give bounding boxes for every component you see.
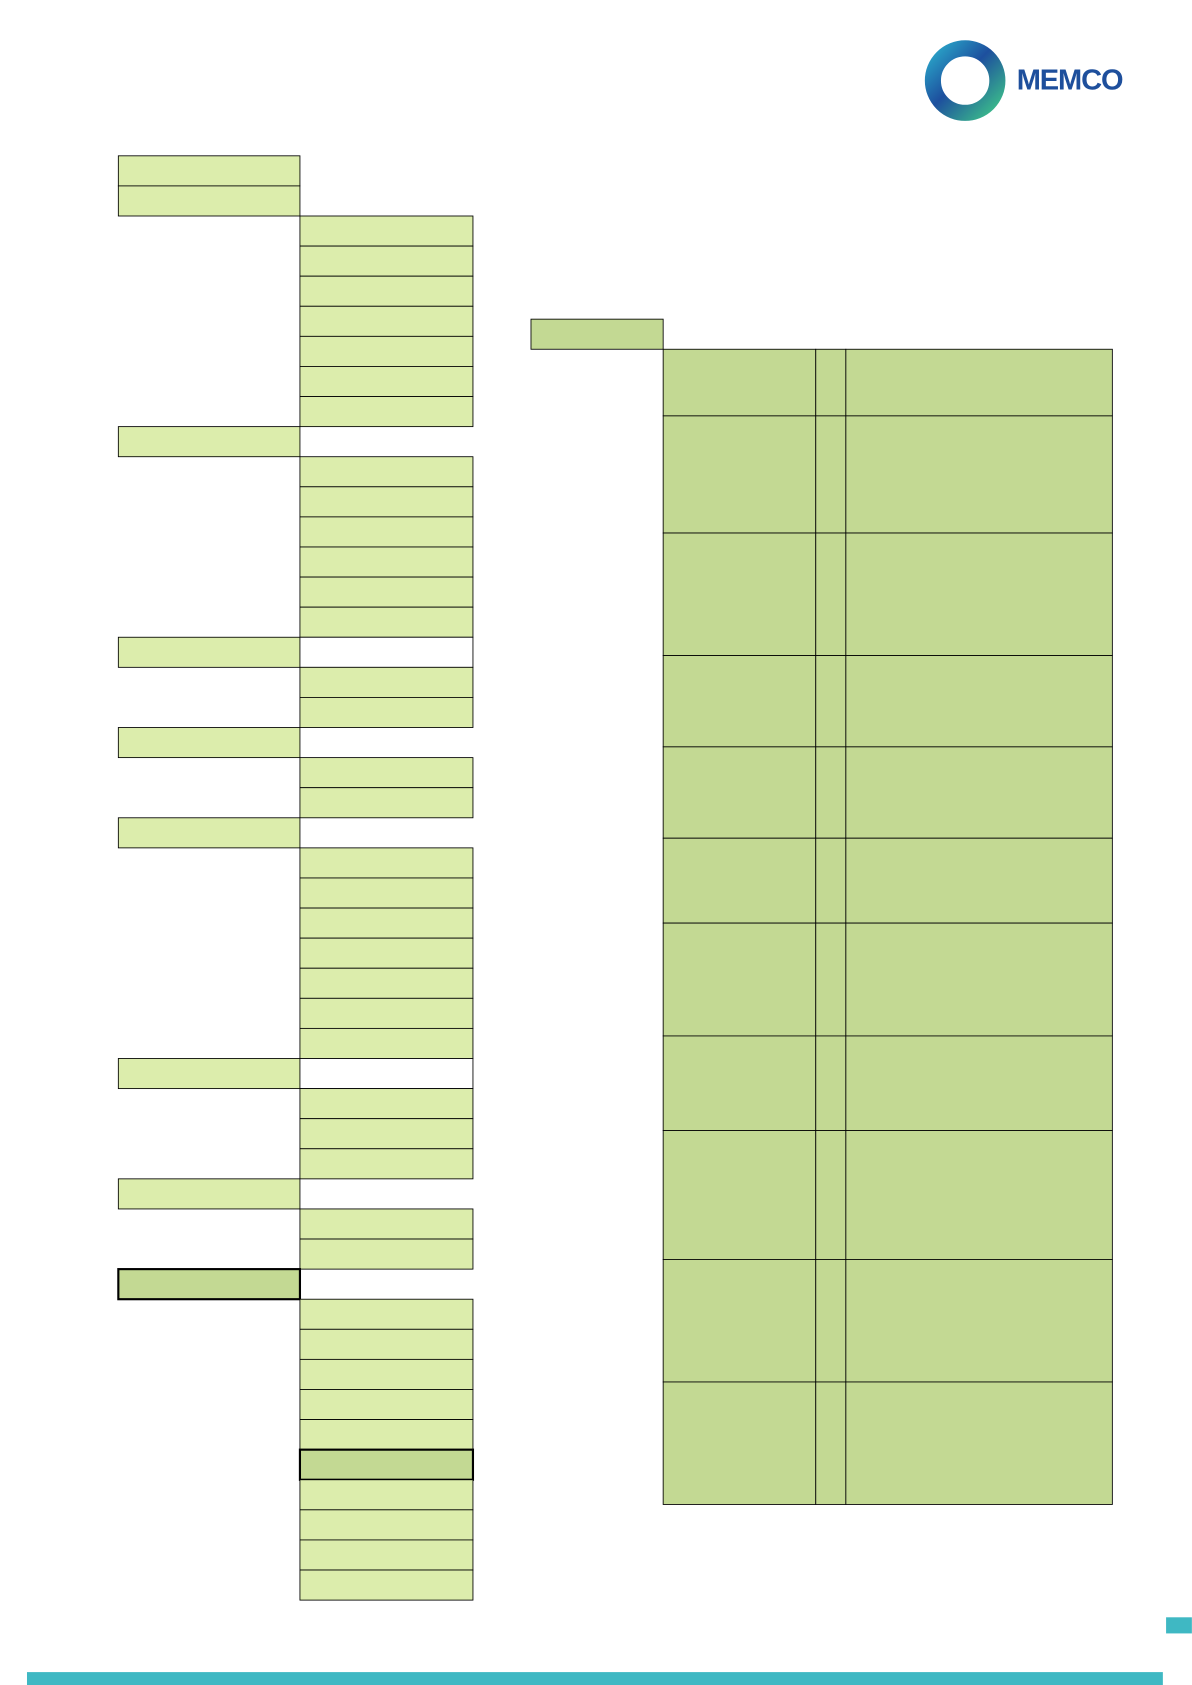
section-box [117, 1058, 301, 1090]
subsection-box [299, 937, 474, 969]
subsection-box [299, 245, 474, 277]
subsection-box [299, 1539, 474, 1571]
table-cell [815, 532, 847, 656]
table-cell [845, 532, 1113, 656]
table-cell [662, 655, 817, 748]
subsection-box [299, 757, 474, 789]
subsection-box [299, 1419, 474, 1451]
subsection-box [299, 696, 474, 728]
subsection-box [299, 396, 474, 428]
table-cell [662, 532, 817, 656]
table-cell [662, 348, 817, 417]
table-cell [662, 1381, 817, 1505]
table-cell [815, 415, 847, 534]
section-box [117, 1268, 302, 1301]
table-cell [815, 655, 847, 748]
subsection-box [299, 787, 474, 819]
table-cell [815, 1381, 847, 1505]
logo: MEMCO [924, 40, 1124, 121]
subsection-box [299, 1208, 474, 1240]
subsection-box [299, 1389, 474, 1420]
subsection-box [299, 997, 474, 1029]
subsection-box [299, 1479, 474, 1511]
table-cell [845, 922, 1113, 1037]
subsection-box [299, 1148, 474, 1180]
section-box [117, 155, 301, 187]
section-box [117, 636, 301, 668]
section-box [117, 1178, 301, 1210]
table-cell [815, 746, 847, 839]
subsection-box [299, 1328, 474, 1360]
subsection-box [299, 1569, 474, 1601]
subsection-box [299, 366, 474, 397]
subsection-box [299, 576, 474, 608]
subsection-box [299, 847, 474, 879]
table-header-box [530, 318, 664, 350]
subsection-box [299, 1358, 474, 1390]
subsection-box [299, 1118, 474, 1150]
table-cell [845, 746, 1113, 839]
table-cell [662, 415, 817, 534]
section-box [117, 426, 301, 458]
subsection-box [298, 1448, 475, 1481]
outline-tree [117, 155, 475, 1601]
blank-box [299, 636, 474, 668]
subsection-box [299, 215, 474, 247]
table-cell [662, 1130, 817, 1260]
table-cell [845, 655, 1113, 748]
table-cell [662, 1259, 817, 1383]
subsection-box [299, 1027, 474, 1059]
table-cell [845, 1130, 1113, 1260]
subsection-box [299, 1298, 474, 1330]
logo-text: MEMCO [1017, 64, 1123, 96]
table-cell [662, 837, 817, 924]
subsection-box [299, 486, 474, 518]
subsection-box [299, 546, 474, 578]
table-cell [845, 348, 1113, 417]
table-cell [662, 922, 817, 1037]
table-cell [845, 1259, 1113, 1383]
subsection-box [299, 1238, 474, 1270]
subsection-box [299, 335, 474, 367]
subsection-box [299, 305, 474, 337]
logo-ring [924, 40, 1006, 121]
section-box [117, 185, 301, 217]
table-cell [845, 415, 1113, 534]
table-cell [845, 1035, 1113, 1131]
subsection-box [299, 967, 474, 999]
table-cell [815, 348, 847, 417]
subsection-box [299, 275, 474, 307]
table-cell [845, 1381, 1113, 1505]
table-cell [662, 1035, 817, 1131]
page-marker [1166, 1617, 1192, 1634]
table [530, 318, 1113, 1505]
section-box [117, 817, 301, 849]
table-cell [815, 837, 847, 924]
table-cell [815, 1259, 847, 1383]
footer-bar [26, 1672, 1163, 1685]
subsection-box [299, 877, 474, 909]
subsection-box [299, 1509, 474, 1541]
subsection-box [299, 907, 474, 939]
table-cell [845, 837, 1113, 924]
subsection-box [299, 516, 474, 548]
blank-box [299, 1058, 474, 1090]
subsection-box [299, 666, 474, 698]
subsection-box [299, 606, 474, 638]
table-cell [815, 1130, 847, 1260]
table-cell [815, 922, 847, 1037]
table-cell [662, 746, 817, 839]
table-cell [815, 1035, 847, 1131]
subsection-box [299, 1088, 474, 1120]
subsection-box [299, 456, 474, 488]
section-box [117, 727, 301, 759]
